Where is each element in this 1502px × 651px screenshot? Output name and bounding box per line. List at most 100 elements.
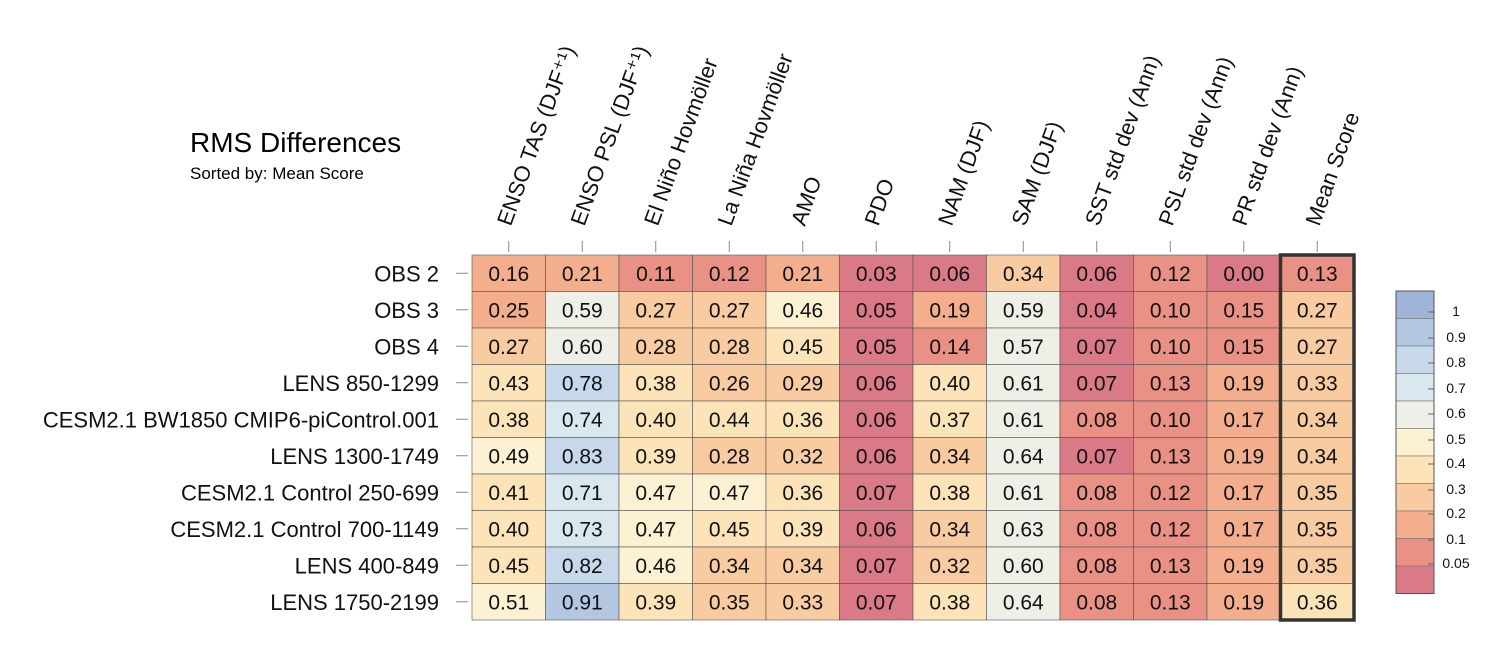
- title-block: RMS Differences Sorted by: Mean Score: [190, 126, 401, 184]
- cell-value: 0.36: [782, 482, 823, 505]
- heatmap-cell: [1206, 473, 1281, 511]
- column-label: SAM (DJF): [1006, 118, 1067, 229]
- heatmap-cell: [1059, 510, 1134, 548]
- row-label: OBS 2: [374, 261, 439, 286]
- heatmap-cell: [986, 254, 1061, 292]
- heatmap-cell: [912, 583, 987, 621]
- cell-value: 0.05: [856, 336, 897, 359]
- heatmap-cell: [1206, 291, 1281, 329]
- cell-value: 0.61: [1003, 409, 1044, 432]
- row-label: LENS 1300-1749: [270, 444, 439, 469]
- colorbar-swatch: [1395, 290, 1435, 319]
- heatmap-cell: [1280, 546, 1355, 584]
- heatmap-cell: [1059, 583, 1134, 621]
- cell-value: 0.04: [1076, 299, 1117, 322]
- cell-value: 0.35: [1297, 518, 1338, 541]
- row-label: CESM2.1 Control 250-699: [181, 480, 439, 505]
- cell-value: 0.07: [856, 482, 897, 505]
- cell-value: 0.32: [782, 445, 823, 468]
- cell-value: 0.59: [562, 299, 603, 322]
- cell-value: 0.13: [1150, 591, 1191, 614]
- heatmap-cell: [765, 546, 840, 584]
- cell-value: 0.36: [782, 409, 823, 432]
- heatmap-cell: [986, 327, 1061, 365]
- cell-value: 0.13: [1150, 372, 1191, 395]
- heatmap-cell: [471, 473, 546, 511]
- heatmap-cell: [692, 400, 767, 438]
- cell-value: 0.27: [1297, 299, 1338, 322]
- cell-value: 0.25: [488, 299, 529, 322]
- heatmap-cell: [471, 583, 546, 621]
- column-label: NAM (DJF): [933, 117, 994, 229]
- column-label: AMO: [786, 173, 827, 229]
- cell-value: 0.07: [856, 555, 897, 578]
- cell-value: 0.19: [1223, 372, 1264, 395]
- cell-value: 0.19: [1223, 445, 1264, 468]
- cell-value: 0.13: [1297, 263, 1338, 286]
- heatmap-cell: [1059, 546, 1134, 584]
- heatmap-cell: [1133, 583, 1208, 621]
- cell-value: 0.14: [929, 336, 970, 359]
- cell-value: 0.61: [1003, 482, 1044, 505]
- colorbar-swatch: [1395, 565, 1435, 594]
- heatmap-cell: [545, 437, 620, 475]
- cell-value: 0.40: [488, 518, 529, 541]
- heatmap-cell: [912, 254, 987, 292]
- cell-value: 0.00: [1223, 263, 1264, 286]
- heatmap-cell: [1206, 546, 1281, 584]
- colorbar-label: 0.2: [1446, 505, 1466, 521]
- colorbar-label: 0.7: [1446, 380, 1466, 396]
- cell-value: 0.41: [488, 482, 529, 505]
- cell-value: 0.63: [1003, 518, 1044, 541]
- cell-value: 0.45: [709, 518, 750, 541]
- cell-value: 0.28: [635, 336, 676, 359]
- cell-value: 0.47: [635, 518, 676, 541]
- cell-value: 0.47: [635, 482, 676, 505]
- column-label: SST std dev (Ann): [1080, 52, 1165, 229]
- heatmap-cell: [1206, 254, 1281, 292]
- colorbar-swatch: [1395, 373, 1435, 402]
- cell-value: 0.15: [1223, 336, 1264, 359]
- heatmap-cell: [618, 291, 693, 329]
- column-label: ENSO TAS (DJF⁺¹): [492, 42, 580, 228]
- heatmap-cell: [986, 291, 1061, 329]
- heatmap-cell: [912, 473, 987, 511]
- heatmap-cell: [692, 437, 767, 475]
- chart-title: RMS Differences: [190, 127, 402, 158]
- heatmap-cell: [1133, 327, 1208, 365]
- cell-value: 0.08: [1076, 591, 1117, 614]
- cell-value: 0.34: [929, 445, 970, 468]
- heatmap-cell: [986, 400, 1061, 438]
- heatmap-cell: [1059, 400, 1134, 438]
- cell-value: 0.64: [1003, 445, 1044, 468]
- heatmap-cell: [1133, 254, 1208, 292]
- heatmap-cell: [912, 291, 987, 329]
- heatmap-cell: [618, 583, 693, 621]
- heatmap-cell: [545, 473, 620, 511]
- cell-value: 0.29: [782, 372, 823, 395]
- colorbar-label: 0.5: [1446, 431, 1466, 447]
- heatmap-cell: [692, 583, 767, 621]
- heatmap-cell: [912, 437, 987, 475]
- cell-value: 0.08: [1076, 518, 1117, 541]
- column-label: PR std dev (Ann): [1227, 63, 1308, 229]
- cell-value: 0.43: [488, 372, 529, 395]
- heatmap-cell: [1280, 327, 1355, 365]
- cell-value: 0.60: [562, 336, 603, 359]
- cell-value: 0.35: [1297, 555, 1338, 578]
- cell-value: 0.06: [929, 263, 970, 286]
- cell-value: 0.47: [709, 482, 750, 505]
- cell-value: 0.34: [1297, 409, 1338, 432]
- heatmap-cell: [986, 583, 1061, 621]
- colorbar-label: 0.3: [1446, 481, 1466, 497]
- heatmap-cell: [912, 327, 987, 365]
- column-label: La Niña Hovmöller: [712, 50, 797, 229]
- heatmap-cell: [692, 546, 767, 584]
- cell-value: 0.12: [1150, 482, 1191, 505]
- cell-value: 0.71: [562, 482, 603, 505]
- colorbar-swatch: [1395, 538, 1435, 567]
- column-label: PSL std dev (Ann): [1153, 53, 1237, 229]
- cell-value: 0.21: [562, 263, 603, 286]
- cell-value: 0.36: [1297, 591, 1338, 614]
- cell-value: 0.17: [1223, 518, 1264, 541]
